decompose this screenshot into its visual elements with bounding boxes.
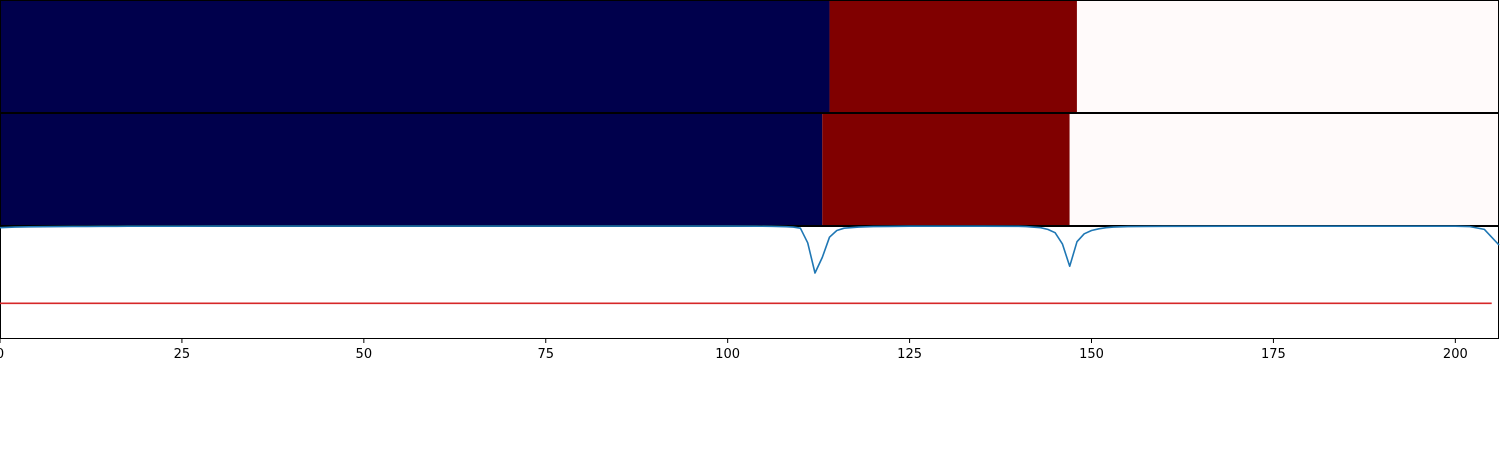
segment-row-2-segment-2 — [822, 113, 1070, 225]
segment-row-1-segment-3 — [1076, 0, 1499, 112]
segmentation-rows — [0, 0, 1499, 226]
x-tick-label: 50 — [356, 347, 373, 362]
x-tick-label: 200 — [1443, 347, 1468, 362]
segment-row-1-segment-1 — [0, 0, 830, 112]
x-tick-label: 175 — [1261, 347, 1286, 362]
x-tick-label: 75 — [537, 347, 554, 362]
x-tick-label: 0 — [0, 347, 4, 362]
x-axis: 0 25 50 75 100 125 150 175 200 — [0, 338, 1468, 362]
x-tick-label: 125 — [897, 347, 922, 362]
line-panel-frame — [0, 226, 1499, 339]
x-tick-label: 25 — [174, 347, 191, 362]
x-tick-label: 100 — [715, 347, 740, 362]
line-panel — [0, 225, 1500, 339]
segment-row-2-segment-3 — [1069, 113, 1499, 225]
segment-row-1-frame — [0, 0, 1499, 113]
segment-row-1-segment-2 — [829, 0, 1077, 112]
segment-row-2-segment-1 — [0, 113, 823, 225]
x-tick-label: 150 — [1079, 347, 1104, 362]
series-line-1 — [0, 225, 1500, 274]
